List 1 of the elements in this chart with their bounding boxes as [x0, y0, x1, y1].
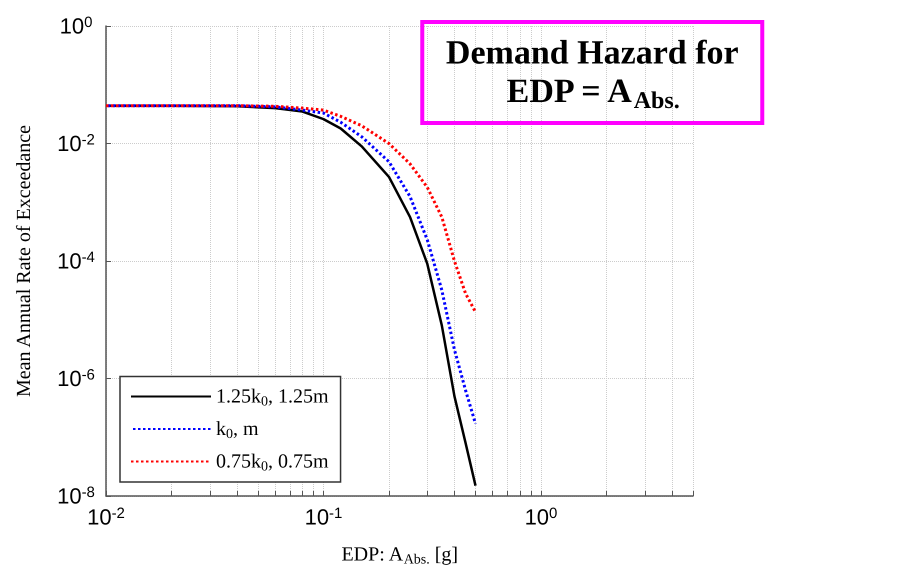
y-axis-title: Mean Annual Rate of Exceedance — [13, 124, 35, 398]
